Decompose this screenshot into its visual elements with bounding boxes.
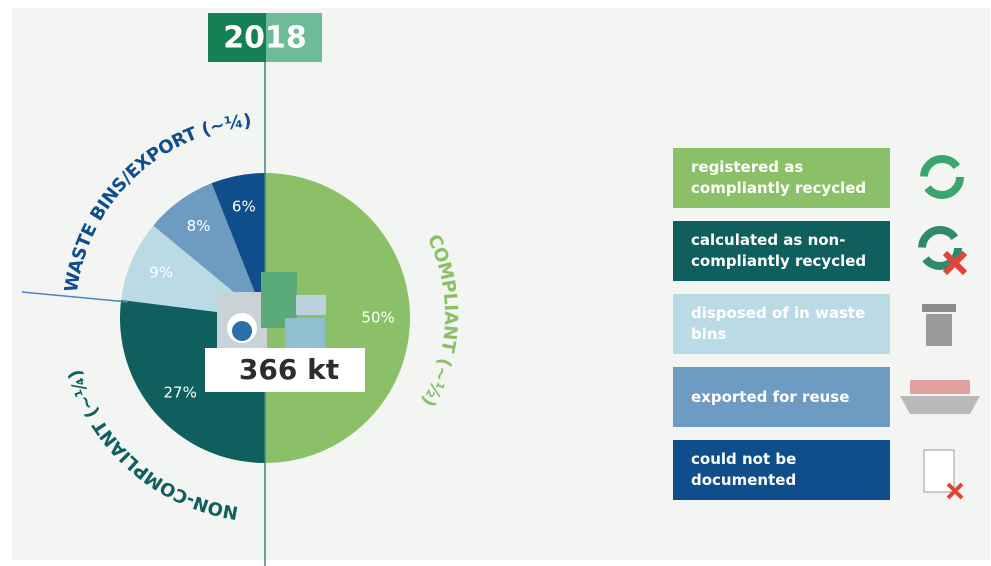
value-label: 27% <box>163 383 196 401</box>
page: {"chart_data": {"type": "pie", "title": … <box>0 0 991 566</box>
legend-item: could not be documented <box>673 440 890 500</box>
legend-item: calculated as non-compliantly recycled <box>673 221 890 281</box>
legend-item: disposed of in waste bins <box>673 294 890 354</box>
value-label: 9% <box>149 264 173 282</box>
value-label: 50% <box>361 309 394 327</box>
legend-item: registered as compliantly recycled <box>673 148 890 208</box>
title: 2018 <box>223 21 307 56</box>
value-label: 8% <box>187 217 211 235</box>
center-label: 366 kt <box>239 353 339 386</box>
legend-item: exported for reuse <box>673 367 890 427</box>
value-label: 6% <box>232 197 256 215</box>
